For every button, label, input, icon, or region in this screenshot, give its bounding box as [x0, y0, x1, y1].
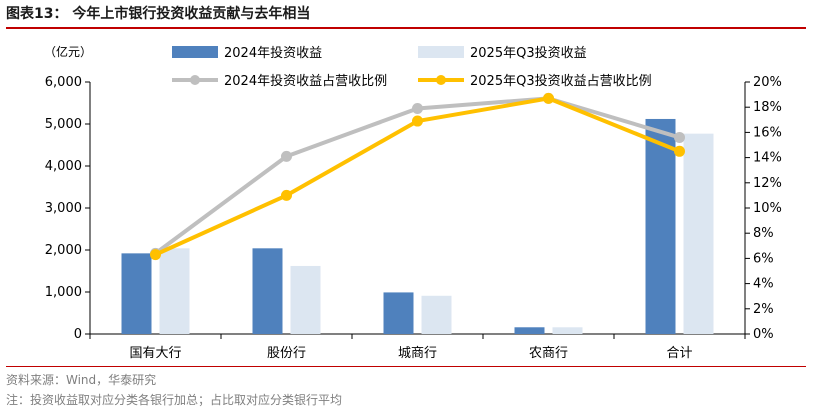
legend-label: 2025年Q3投资收益 [470, 45, 587, 61]
legend-swatch [172, 46, 218, 58]
left-tick-label: 4,000 [45, 159, 82, 174]
right-tick-label: 16% [753, 125, 782, 140]
legend-label: 2025年Q3投资收益占营收比例 [470, 73, 652, 89]
bar [121, 253, 152, 334]
line-point [281, 189, 292, 201]
x-tick-label: 合计 [666, 346, 692, 361]
x-tick-label: 城商行 [398, 346, 437, 361]
left-tick-label: 6,000 [45, 75, 82, 90]
x-tick-label: 国有大行 [129, 346, 181, 361]
left-axis-unit: （亿元） [44, 44, 92, 59]
axes-layer: 0 1,000 2,000 3,000 4,000 5,000 6,000 （亿元） 0% 2% 4… [44, 44, 782, 361]
bar [290, 265, 321, 334]
legend-marker [436, 75, 446, 85]
x-tick-label: 股份行 [267, 346, 306, 361]
legend-label: 2024年投资收益 [224, 45, 322, 61]
bar [683, 133, 714, 334]
legend: 2024年投资收益 2025年Q3投资收益 2024年投资收益占营收比例 2025年Q… [172, 45, 652, 89]
left-tick-label: 2,000 [45, 243, 82, 258]
left-tick-label: 1,000 [45, 285, 82, 300]
bars-layer [121, 118, 714, 335]
right-tick-label: 20% [753, 75, 782, 90]
line-point [674, 131, 685, 143]
right-tick-label: 0% [753, 327, 774, 342]
combo-chart: 0 1,000 2,000 3,000 4,000 5,000 6,000 （亿元） 0% 2% 4… [44, 44, 782, 361]
line-point [281, 150, 292, 162]
left-tick-label: 3,000 [45, 201, 82, 216]
bar [383, 292, 414, 334]
legend-swatch [418, 46, 464, 58]
footnote: 注：投资收益取对应分类各银行加总；占比取对应分类银行平均 [6, 393, 343, 407]
right-tick-label: 18% [753, 100, 782, 115]
left-tick-label: 0 [74, 327, 82, 342]
line-point [674, 145, 685, 157]
title-divider [6, 27, 806, 29]
right-tick-label: 10% [753, 201, 782, 216]
legend-label: 2024年投资收益占营收比例 [224, 73, 387, 89]
bar [514, 327, 545, 334]
line-point [543, 92, 554, 104]
right-tick-label: 8% [753, 226, 774, 241]
right-tick-label: 6% [753, 251, 774, 266]
footer-divider [6, 366, 806, 367]
right-tick-label: 4% [753, 277, 774, 292]
bar [252, 248, 283, 334]
bar [159, 248, 190, 334]
bar [645, 118, 676, 335]
figure-title: 图表13： 今年上市银行投资收益贡献与去年相当 [6, 6, 311, 22]
bar [421, 295, 452, 334]
bar [552, 327, 583, 334]
line-point [412, 115, 423, 127]
right-tick-label: 2% [753, 302, 774, 317]
left-tick-label: 5,000 [45, 117, 82, 132]
right-tick-label: 12% [753, 176, 782, 191]
lines-layer [150, 92, 685, 261]
x-tick-label: 农商行 [529, 346, 568, 361]
line-point [412, 102, 423, 114]
line-point [150, 249, 161, 261]
right-tick-label: 14% [753, 151, 782, 166]
source-note: 资料来源：Wind，华泰研究 [6, 373, 157, 387]
legend-marker [190, 75, 200, 85]
